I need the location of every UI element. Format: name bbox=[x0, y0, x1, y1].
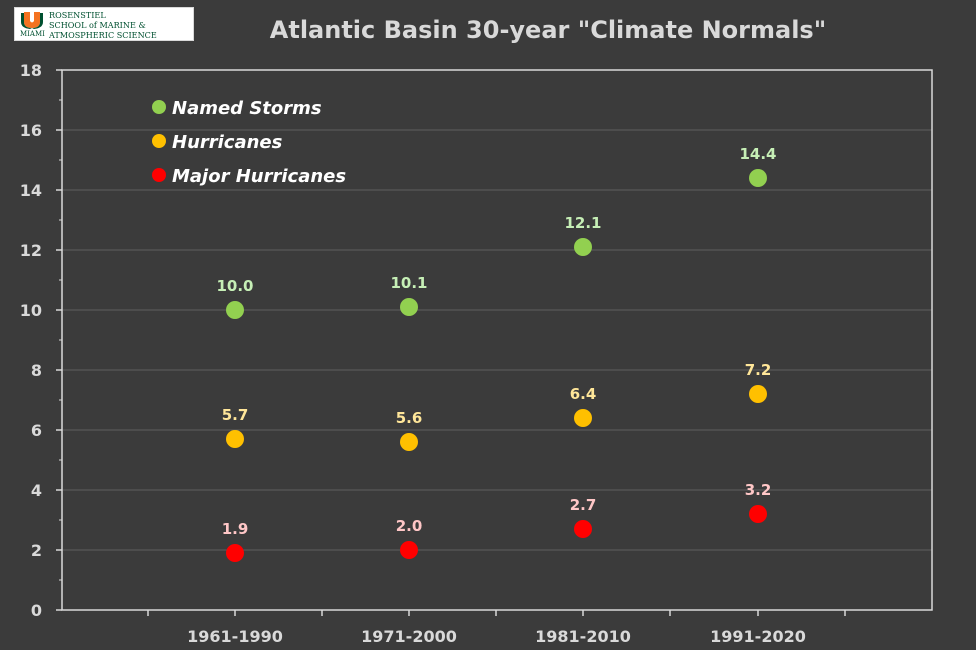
data-label: 7.2 bbox=[745, 361, 772, 379]
y-tick-label: 10 bbox=[20, 301, 42, 320]
data-label: 14.4 bbox=[739, 145, 776, 163]
axis-layer: 0 2 4 6 8 10 12 14 16 18 1961-1990 1971-2000 1981-20… bbox=[20, 61, 933, 646]
logo-line-3: ATMOSPHERIC SCIENCE bbox=[49, 30, 157, 40]
x-tick-label: 1991-2020 bbox=[710, 627, 806, 646]
u-mark-icon bbox=[21, 12, 43, 29]
y-tick-label: 14 bbox=[20, 181, 42, 200]
logo-text: ROSENSTIEL SCHOOL of MARINE & ATMOSPHERI… bbox=[49, 10, 191, 40]
legend-label: Named Storms bbox=[172, 98, 322, 119]
y-tick-label: 12 bbox=[20, 241, 42, 260]
data-label: 6.4 bbox=[570, 385, 597, 403]
data-point bbox=[574, 409, 592, 427]
data-point bbox=[400, 433, 418, 451]
grid-layer bbox=[62, 129, 932, 551]
data-point bbox=[400, 541, 418, 559]
university-mark: MIAMI bbox=[20, 11, 45, 39]
legend: Named Storms Hurricanes Major Hurricanes bbox=[152, 98, 346, 187]
data-label: 10.1 bbox=[390, 274, 427, 292]
data-point bbox=[400, 298, 418, 316]
data-label: 1.9 bbox=[222, 520, 249, 538]
data-point bbox=[226, 301, 244, 319]
data-label: 5.6 bbox=[396, 409, 423, 427]
data-points: 10.0 10.1 12.1 14.4 5.7 5.6 6.4 7.2 1.9 2.0 2.7 3.2 bbox=[216, 145, 777, 562]
y-tick-label: 4 bbox=[31, 481, 42, 500]
legend-marker bbox=[152, 134, 166, 148]
data-point bbox=[749, 505, 767, 523]
data-point bbox=[574, 520, 592, 538]
logo-line-2: SCHOOL of MARINE & bbox=[49, 20, 146, 30]
legend-marker bbox=[152, 100, 166, 114]
data-label: 5.7 bbox=[222, 406, 249, 424]
data-label: 10.0 bbox=[216, 277, 253, 295]
x-tick-label: 1971-2000 bbox=[361, 627, 457, 646]
y-tick-label: 8 bbox=[31, 361, 42, 380]
y-tick-label: 6 bbox=[31, 421, 42, 440]
x-tick-label: 1961-1990 bbox=[187, 627, 283, 646]
y-tick-label: 16 bbox=[20, 121, 42, 140]
y-tick-label: 0 bbox=[31, 601, 42, 620]
data-label: 2.7 bbox=[570, 496, 597, 514]
logo-line-1: ROSENSTIEL bbox=[49, 10, 106, 20]
legend-label: Major Hurricanes bbox=[172, 166, 346, 187]
data-point bbox=[226, 430, 244, 448]
legend-marker bbox=[152, 168, 166, 182]
data-label: 2.0 bbox=[396, 517, 423, 535]
legend-label: Hurricanes bbox=[172, 132, 283, 153]
data-point bbox=[749, 385, 767, 403]
data-label: 12.1 bbox=[564, 214, 601, 232]
logo-city-text: MIAMI bbox=[20, 30, 45, 38]
data-label: 3.2 bbox=[745, 481, 772, 499]
chart-title: Atlantic Basin 30-year "Climate Normals" bbox=[270, 16, 826, 44]
data-point bbox=[574, 238, 592, 256]
x-tick-label: 1981-2010 bbox=[535, 627, 631, 646]
data-point bbox=[226, 544, 244, 562]
y-tick-label: 2 bbox=[31, 541, 42, 560]
data-point bbox=[749, 169, 767, 187]
y-tick-label: 18 bbox=[20, 61, 42, 80]
rosenstiel-logo: MIAMI ROSENSTIEL SCHOOL of MARINE & ATMO… bbox=[14, 7, 194, 41]
